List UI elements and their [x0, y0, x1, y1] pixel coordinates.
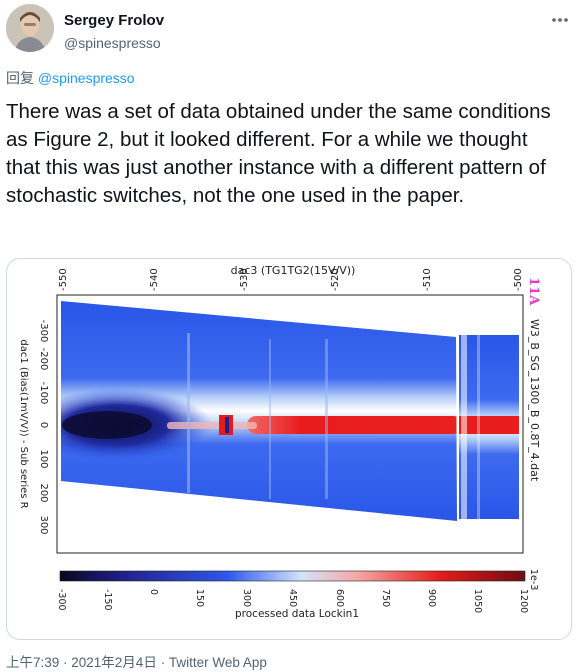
- reply-context: 回复 @spinespresso: [6, 68, 135, 88]
- heatmap-area: [61, 301, 519, 521]
- top-tick-label: -500: [513, 268, 524, 291]
- more-horizontal-icon[interactable]: [550, 10, 570, 30]
- colorbar-tick-label: 150: [194, 589, 205, 607]
- colorbar-tick-label: 900: [426, 589, 437, 607]
- avatar[interactable]: [6, 4, 54, 52]
- colorbar-tick-label: -150: [102, 589, 113, 611]
- display-name[interactable]: Sergey Frolov: [64, 12, 165, 29]
- top-tick-label: -540: [149, 268, 160, 291]
- tweet-timestamp[interactable]: 上午7:39 · 2021年2月4日 · Twitter Web App: [6, 655, 267, 670]
- top-tick-label: -530: [239, 268, 250, 291]
- author-block[interactable]: Sergey Frolov @spinespresso: [64, 12, 164, 52]
- handle[interactable]: @spinespresso: [64, 35, 161, 51]
- colorbar-tick-label: 300: [241, 589, 252, 607]
- colorbar-tick-label: -300: [56, 589, 67, 611]
- reply-prefix: 回复: [6, 70, 38, 86]
- colorbar-tick-label: 1050: [472, 589, 483, 613]
- avatar-image: [6, 4, 54, 52]
- top-tick-label: -520: [330, 268, 341, 291]
- tweet-text: There was a set of data obtained under t…: [6, 100, 551, 207]
- left-axis-label: dac1 (Bias(1mV/V)) - Sub series R: [18, 339, 29, 508]
- colorbar-exponent: 1e-3: [528, 569, 539, 590]
- colorbar-tick-label: 750: [380, 589, 391, 607]
- left-tick-label: -100: [38, 382, 49, 405]
- colorbar: [59, 570, 526, 582]
- annotation-label: 11A: [526, 277, 541, 306]
- reply-handle-link[interactable]: @spinespresso: [37, 70, 135, 86]
- top-tick-label: -510: [422, 268, 433, 291]
- left-tick-label: 100: [38, 449, 49, 468]
- left-tick-label: -200: [38, 348, 49, 371]
- heatmap-figure: dac3 (TG1TG2(15V/V)) -550 -540 -530 -520…: [18, 264, 541, 620]
- tweet-header: Sergey Frolov @spinespresso: [6, 4, 570, 56]
- colorbar-tick-label: 1200: [518, 589, 529, 613]
- left-tick-label: 200: [38, 483, 49, 502]
- tweet-media[interactable]: dac3 (TG1TG2(15V/V)) -550 -540 -530 -520…: [6, 258, 572, 640]
- left-tick-label: -300: [38, 320, 49, 343]
- colorbar-tick-label: 450: [287, 589, 298, 607]
- colorbar-tick-label: 0: [148, 589, 159, 595]
- left-tick-label: 0: [38, 422, 49, 428]
- chart-title: dac3 (TG1TG2(15V/V)): [231, 264, 356, 277]
- top-tick-label: -550: [58, 268, 69, 291]
- colorbar-label: processed data Lockin1: [235, 608, 359, 620]
- left-tick-label: 300: [38, 515, 49, 534]
- colorbar-tick-label: 600: [334, 589, 345, 607]
- file-label: W3_B_SG_1300_B_0.8T_4.dat: [528, 319, 541, 482]
